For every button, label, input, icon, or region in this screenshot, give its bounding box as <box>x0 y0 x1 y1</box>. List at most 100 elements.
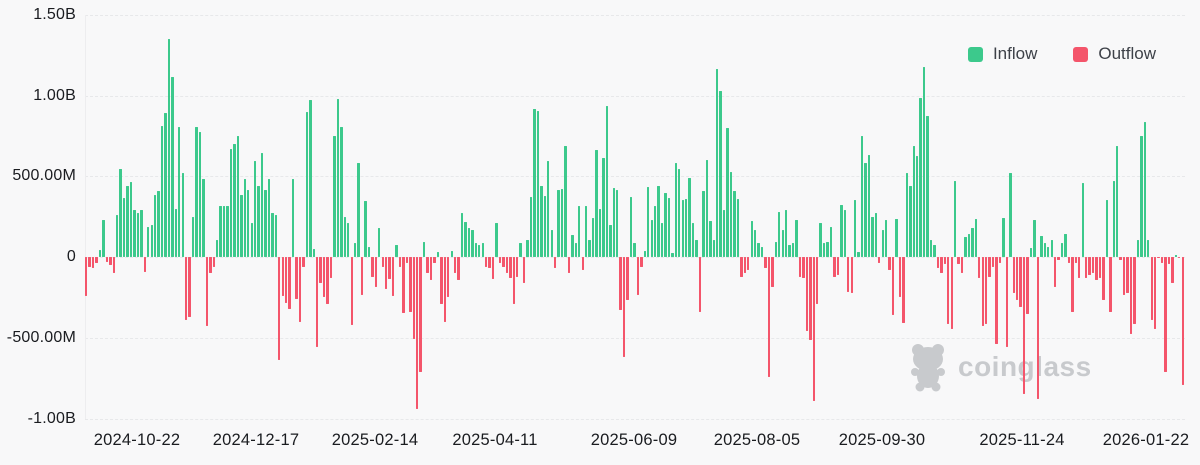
outflow-bar <box>419 257 422 372</box>
outflow-bar <box>522 257 526 284</box>
inflow-bar <box>660 223 664 257</box>
inflow-bar <box>174 208 178 257</box>
y-tick-label: 0 <box>66 248 76 265</box>
outflow-bar <box>429 257 433 281</box>
inflow-bar <box>922 66 926 257</box>
outflow-bar <box>505 257 509 274</box>
inflow-bar <box>643 250 646 257</box>
inflow-bar <box>264 189 267 257</box>
inflow-bar <box>260 152 264 257</box>
inflow-bar <box>271 213 274 257</box>
outflow-bar <box>1109 257 1112 312</box>
inflow-bar <box>671 253 674 257</box>
outflow-bar <box>326 257 329 304</box>
inflow-bar <box>695 239 698 257</box>
inflow-bar <box>98 250 102 257</box>
outflow-bar <box>302 257 305 268</box>
inflow-bar <box>750 220 753 257</box>
inflow-bar <box>467 228 471 257</box>
outflow-bar <box>381 257 384 267</box>
outflow-bar <box>1088 257 1091 276</box>
inflow-bar <box>116 215 119 257</box>
inflow-bar <box>1060 243 1064 257</box>
outflow-bar <box>498 257 502 264</box>
legend-item-inflow[interactable]: Inflow <box>967 44 1038 64</box>
outflow-bar <box>988 257 991 277</box>
inflow-bar <box>219 205 222 257</box>
outflow-bar <box>485 257 488 267</box>
inflow-bar <box>1050 239 1053 257</box>
outflow-bar <box>888 257 891 271</box>
inflow-bar <box>616 189 619 257</box>
outflow-bar <box>447 257 450 297</box>
outflow-bar <box>516 257 519 277</box>
outflow-bar <box>1036 257 1040 399</box>
outflow-bar <box>105 257 109 263</box>
x-tick-label: 2024-12-17 <box>212 431 300 449</box>
outflow-bar <box>112 257 115 273</box>
inflow-bar <box>895 219 898 257</box>
inflow-bar <box>588 239 591 257</box>
inflow-bar <box>647 187 650 257</box>
outflow-bar <box>488 257 491 269</box>
outflow-bar <box>898 257 902 298</box>
outflow-bar <box>409 257 412 312</box>
outflow-bar <box>847 257 850 292</box>
inflow-bar <box>460 213 464 257</box>
inflow-bar <box>788 244 791 257</box>
outflow-bar <box>981 257 984 327</box>
inflow-bar <box>1002 218 1005 257</box>
inflow-bar <box>605 106 609 257</box>
inflow-bar <box>578 206 581 257</box>
inflow-bar <box>1112 181 1115 257</box>
outflow-bar <box>812 257 815 402</box>
inflow-bar <box>678 169 681 257</box>
inflow-bar <box>1033 219 1036 257</box>
legend-label-inflow: Inflow <box>992 44 1038 63</box>
inflow-bar <box>753 229 757 257</box>
outflow-bar <box>405 257 409 264</box>
outflow-bar <box>205 257 209 327</box>
outflow-bar <box>743 257 746 274</box>
x-tick-label: 2025-08-05 <box>713 431 801 449</box>
inflow-bar <box>1105 199 1109 257</box>
inflow-bar <box>667 198 671 257</box>
inflow-bar <box>595 149 598 257</box>
outflow-bar <box>388 257 391 280</box>
outflow-bar <box>636 257 640 296</box>
inflow-bar <box>164 112 167 257</box>
inflow-bar <box>243 179 246 257</box>
inflow-bar <box>736 199 740 257</box>
inflow-bar <box>795 219 798 257</box>
inflow-bar <box>474 243 478 257</box>
outflow-bar <box>385 257 388 290</box>
inflow-bar <box>864 163 867 257</box>
outflow-bar <box>316 257 319 347</box>
outflow-bar <box>1057 257 1060 261</box>
outflow-bar <box>1167 257 1171 264</box>
inflow-bar <box>650 219 653 257</box>
outflow-bar <box>581 257 584 271</box>
outflow-bar <box>1160 257 1164 264</box>
inflow-bar <box>160 126 164 257</box>
inflow-bar <box>974 219 978 257</box>
outflow-bar <box>816 257 819 304</box>
outflow-bar <box>391 257 395 297</box>
outflow-bar <box>978 257 981 279</box>
inflow-bar <box>543 196 546 257</box>
inflow-bar <box>167 38 171 257</box>
legend-item-outflow[interactable]: Outflow <box>1073 44 1156 64</box>
outflow-bar <box>943 257 946 264</box>
inflow-bar <box>157 191 160 257</box>
inflow-bar <box>574 243 578 257</box>
outflow-bar <box>295 257 298 300</box>
outflow-bar <box>1178 257 1181 258</box>
inflow-bar <box>953 181 957 257</box>
outflow-bar <box>278 257 281 360</box>
inflow-bar <box>253 161 257 257</box>
inflow-bar <box>364 200 367 257</box>
inflow-bar <box>722 209 726 257</box>
inflow-bar <box>702 191 705 257</box>
inflow-bar <box>909 186 912 257</box>
